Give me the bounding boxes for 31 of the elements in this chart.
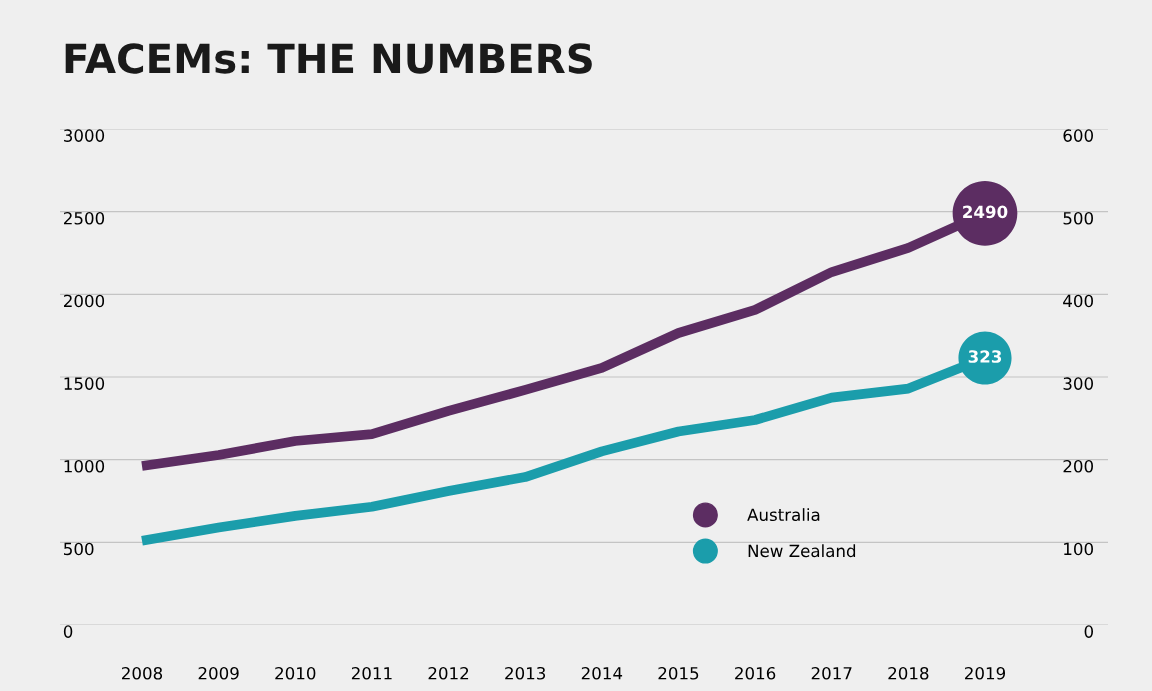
y-tick-label: 3000 bbox=[64, 129, 105, 142]
x-tick-label: 2015 bbox=[658, 666, 699, 680]
y2-tick-label: 0 bbox=[1084, 625, 1093, 638]
y2-tick-label: 200 bbox=[1063, 459, 1093, 473]
x-tick-label: 2009 bbox=[198, 666, 239, 680]
x-tick-label: 2013 bbox=[505, 666, 546, 680]
y-tick-label: 500 bbox=[64, 542, 94, 556]
legend-label: New Zealand bbox=[748, 544, 856, 558]
x-tick-label: 2008 bbox=[122, 666, 163, 680]
data-label: 2490 bbox=[963, 205, 1008, 219]
x-tick-label: 2010 bbox=[275, 666, 316, 680]
data-label: 323 bbox=[968, 350, 1002, 363]
y-tick-label: 1000 bbox=[64, 459, 105, 473]
x-tick-label: 2018 bbox=[888, 666, 929, 680]
x-tick-label: 2017 bbox=[811, 666, 852, 680]
y2-tick-label: 100 bbox=[1064, 542, 1093, 556]
x-tick-label: 2016 bbox=[735, 666, 776, 680]
y-tick-label: 0 bbox=[63, 625, 73, 638]
y2-tick-label: 300 bbox=[1063, 377, 1093, 390]
y2-tick-label: 400 bbox=[1063, 294, 1093, 308]
x-tick-label: 2011 bbox=[351, 666, 392, 680]
y2-tick-label: 600 bbox=[1063, 129, 1093, 142]
x-tick-label: 2014 bbox=[581, 666, 623, 680]
y-tick-label: 2500 bbox=[64, 211, 105, 225]
legend-label: Australia bbox=[747, 508, 820, 522]
y-tick-label: 2000 bbox=[64, 294, 105, 308]
chart-title: FACEMs: THE NUMBERS bbox=[65, 43, 592, 74]
x-tick-label: 2019 bbox=[965, 666, 1006, 680]
x-tick-label: 2012 bbox=[428, 666, 469, 680]
y-tick-label: 1500 bbox=[64, 377, 105, 390]
y2-tick-label: 500 bbox=[1063, 211, 1093, 225]
